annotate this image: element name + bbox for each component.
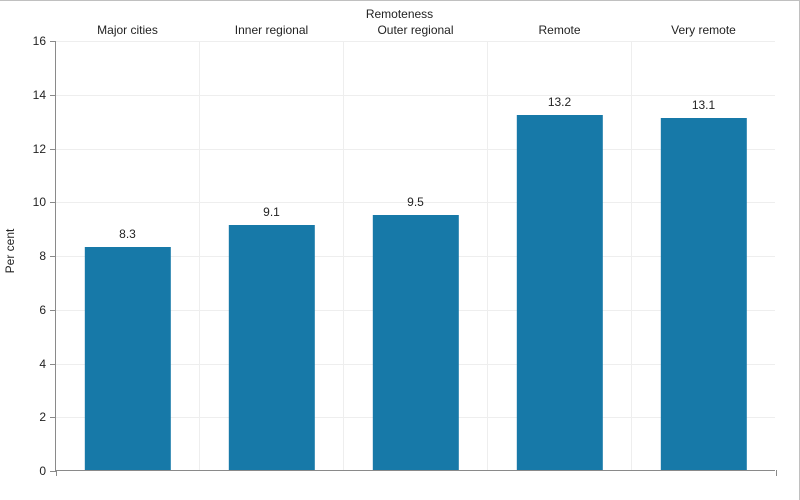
chart-title: Remoteness bbox=[0, 7, 799, 21]
category-column: Remote13.2 bbox=[488, 41, 632, 470]
y-tick-label: 4 bbox=[39, 357, 46, 371]
category-label: Remote bbox=[488, 23, 631, 37]
category-column: Inner regional9.1 bbox=[200, 41, 344, 470]
y-axis-label: Per cent bbox=[3, 228, 17, 273]
y-tick-label: 10 bbox=[33, 195, 46, 209]
y-tick-label: 12 bbox=[33, 142, 46, 156]
bar: 13.2 bbox=[516, 115, 602, 470]
bar: 13.1 bbox=[660, 118, 746, 470]
bar: 9.1 bbox=[228, 225, 314, 470]
category-column: Outer regional9.5 bbox=[344, 41, 488, 470]
y-tick-label: 16 bbox=[33, 34, 46, 48]
category-label: Major cities bbox=[56, 23, 199, 37]
category-column: Very remote13.1 bbox=[632, 41, 775, 470]
category-label: Very remote bbox=[632, 23, 775, 37]
y-tick-label: 8 bbox=[39, 249, 46, 263]
chart-container: Remoteness Per cent 0246810121416 Major … bbox=[0, 0, 800, 500]
plot-area: 0246810121416 Major cities8.3Inner regio… bbox=[55, 41, 775, 471]
bar-value-label: 9.5 bbox=[407, 195, 424, 209]
bar: 8.3 bbox=[84, 247, 170, 470]
x-tick-mark bbox=[56, 470, 57, 476]
y-tick-label: 6 bbox=[39, 303, 46, 317]
bar-value-label: 8.3 bbox=[119, 227, 136, 241]
bar-value-label: 13.2 bbox=[548, 95, 571, 109]
x-tick-mark bbox=[776, 470, 777, 476]
y-tick-label: 2 bbox=[39, 410, 46, 424]
bar-value-label: 9.1 bbox=[263, 205, 280, 219]
bar-value-label: 13.1 bbox=[692, 98, 715, 112]
category-column: Major cities8.3 bbox=[56, 41, 200, 470]
category-label: Inner regional bbox=[200, 23, 343, 37]
bar: 9.5 bbox=[372, 215, 458, 470]
category-columns: Major cities8.3Inner regional9.1Outer re… bbox=[56, 41, 775, 470]
y-tick-label: 0 bbox=[39, 464, 46, 478]
y-tick-label: 14 bbox=[33, 88, 46, 102]
category-label: Outer regional bbox=[344, 23, 487, 37]
